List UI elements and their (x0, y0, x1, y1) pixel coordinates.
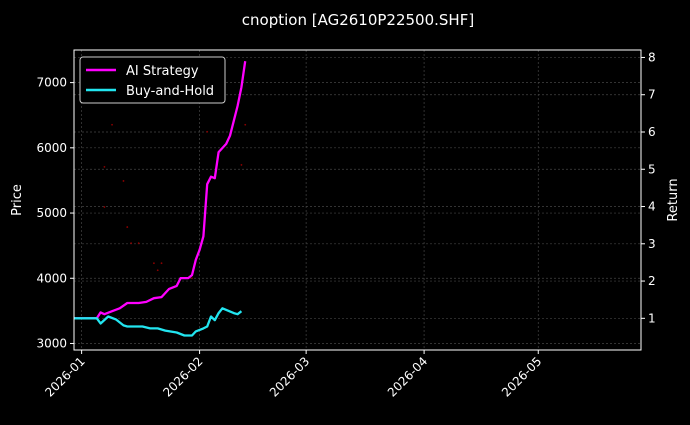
price-point (122, 180, 125, 182)
x-tick-label: 2026-04 (385, 354, 430, 399)
y-right-tick-label: 1 (648, 311, 656, 325)
price-point (111, 123, 113, 126)
y-tick-label: 3000 (36, 336, 67, 350)
price-point (240, 164, 243, 166)
y-right-tick-label: 6 (648, 125, 656, 139)
x-tick-label: 2026-01 (42, 354, 87, 399)
y-tick-label: 7000 (36, 76, 67, 90)
legend-box (79, 56, 226, 104)
series-line-buy-and-hold (74, 307, 243, 337)
y-axis-left: 3000 4000 5000 6000 7000 (36, 76, 74, 350)
y-axis-label: Price (10, 184, 25, 216)
price-point (126, 226, 129, 228)
plot-frame (73, 49, 642, 351)
x-tick-label: 2026-02 (160, 354, 205, 399)
y-right-tick-label: 8 (648, 50, 656, 64)
price-point (244, 123, 247, 126)
legend-label-ai-strategy: AI Strategy (126, 64, 199, 79)
y-axis-right: 1 2 3 4 5 6 7 8 (641, 50, 656, 325)
legend: AI Strategy Buy-and-Hold (79, 56, 226, 104)
chart-title: cnoption [AG2610P22500.SHF] (242, 11, 474, 29)
x-axis: 2026-01 2026-02 2026-03 2026-04 2026-05 (42, 350, 544, 400)
price-point (130, 242, 132, 245)
grid (74, 50, 641, 350)
y-right-tick-label: 5 (648, 162, 656, 176)
price-points (103, 123, 247, 280)
price-point (103, 206, 106, 208)
y-right-tick-label: 2 (648, 274, 656, 288)
y-tick-label: 5000 (36, 206, 67, 220)
price-point (137, 242, 140, 245)
y-right-tick-label: 7 (648, 88, 656, 102)
legend-label-buy-and-hold: Buy-and-Hold (126, 84, 214, 99)
price-point (153, 262, 155, 265)
y-tick-label: 6000 (36, 141, 67, 155)
price-point (191, 277, 193, 280)
y-axis-right-label: Return (666, 178, 681, 221)
y-right-tick-label: 4 (648, 200, 656, 214)
series-line-ai-strategy (74, 61, 247, 320)
price-point (160, 262, 163, 265)
price-point (156, 269, 159, 272)
price-point (206, 130, 209, 133)
x-tick-label: 2026-03 (267, 354, 312, 399)
y-right-tick-label: 3 (648, 237, 656, 251)
series-lines (74, 61, 247, 337)
price-point (103, 165, 106, 168)
x-tick-label: 2026-05 (499, 354, 544, 399)
y-tick-label: 4000 (36, 271, 67, 285)
